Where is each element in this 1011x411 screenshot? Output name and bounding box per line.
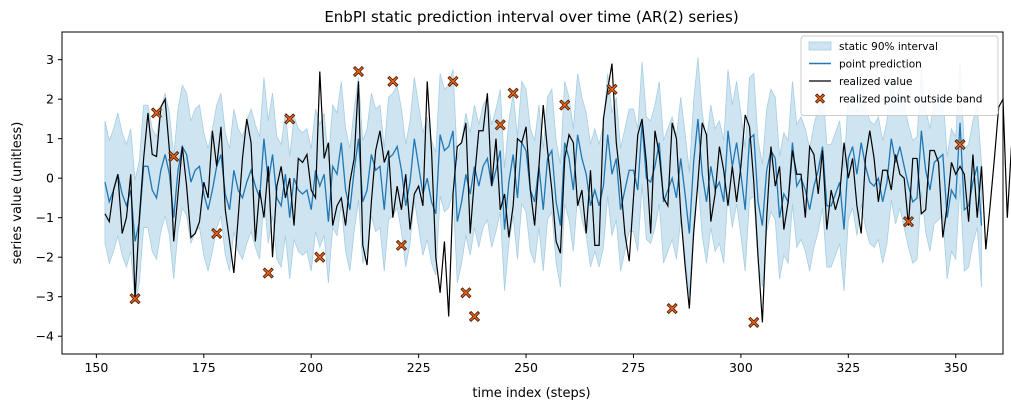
y-tick-label: 3	[46, 52, 54, 67]
x-tick-label: 150	[84, 360, 108, 375]
interval-band-layer	[104, 57, 982, 303]
outside-point-marker	[314, 251, 326, 263]
x-tick-label: 175	[192, 360, 216, 375]
legend-label: point prediction	[839, 59, 922, 71]
y-axis: −4 −3 −2 −1 0 1 2 3	[36, 52, 62, 344]
outside-point-marker	[666, 302, 678, 315]
x-axis-label: time index (steps)	[472, 386, 590, 401]
point-prediction-layer	[104, 118, 983, 242]
outside-point-marker	[902, 216, 915, 228]
outside-point-marker	[211, 227, 223, 240]
y-tick-label: 1	[46, 131, 54, 146]
legend-box	[800, 35, 999, 116]
x-axis: 150 175 200 225 250 275 300 325 350	[84, 354, 968, 375]
outside-point-marker	[748, 316, 760, 328]
legend: static 90% interval point prediction reali…	[800, 35, 999, 116]
outside-points-layer	[129, 65, 966, 328]
y-tick-label: −3	[36, 289, 54, 304]
outside-point-marker	[507, 87, 519, 99]
outside-point-marker	[387, 75, 399, 87]
outside-point-marker	[460, 287, 472, 299]
outside-point-marker	[395, 239, 408, 251]
realized-value-layer	[104, 63, 1011, 323]
outside-point-marker	[284, 113, 296, 125]
outside-point-marker	[150, 107, 163, 119]
x-tick-label: 275	[622, 360, 646, 375]
outside-point-marker	[606, 83, 618, 95]
legend-label: realized point outside band	[839, 94, 982, 106]
interval-band	[104, 57, 982, 303]
realized-value-line	[104, 63, 1011, 323]
x-tick-label: 350	[944, 360, 968, 375]
chart-title: EnbPI static prediction interval over ti…	[324, 8, 738, 26]
legend-label: static 90% interval	[839, 41, 938, 53]
x-tick-label: 325	[836, 360, 860, 375]
outside-point-marker	[262, 267, 274, 279]
plot-frame	[61, 31, 1004, 355]
y-tick-label: −4	[36, 329, 54, 344]
legend-swatch-band	[808, 41, 832, 51]
y-tick-label: −2	[36, 250, 54, 265]
x-tick-label: 225	[407, 360, 431, 375]
x-tick-label: 200	[299, 360, 323, 375]
legend-label: realized value	[839, 76, 912, 88]
point-prediction-line	[104, 118, 983, 242]
outside-point-marker	[494, 119, 506, 131]
x-tick-label: 300	[729, 360, 753, 375]
legend-swatch-outside	[814, 93, 826, 104]
outside-point-marker	[168, 150, 180, 163]
outside-point-marker	[129, 293, 141, 305]
outside-point-marker	[468, 310, 481, 323]
y-axis-label: series value (unitless)	[10, 122, 25, 265]
outside-point-marker	[352, 65, 365, 78]
y-tick-label: −1	[36, 210, 54, 225]
outside-point-marker	[559, 99, 571, 111]
x-tick-label: 250	[514, 360, 538, 375]
outside-point-marker	[954, 139, 966, 151]
y-tick-label: 0	[46, 171, 54, 186]
y-tick-label: 2	[46, 92, 54, 107]
outside-point-marker	[447, 75, 459, 87]
